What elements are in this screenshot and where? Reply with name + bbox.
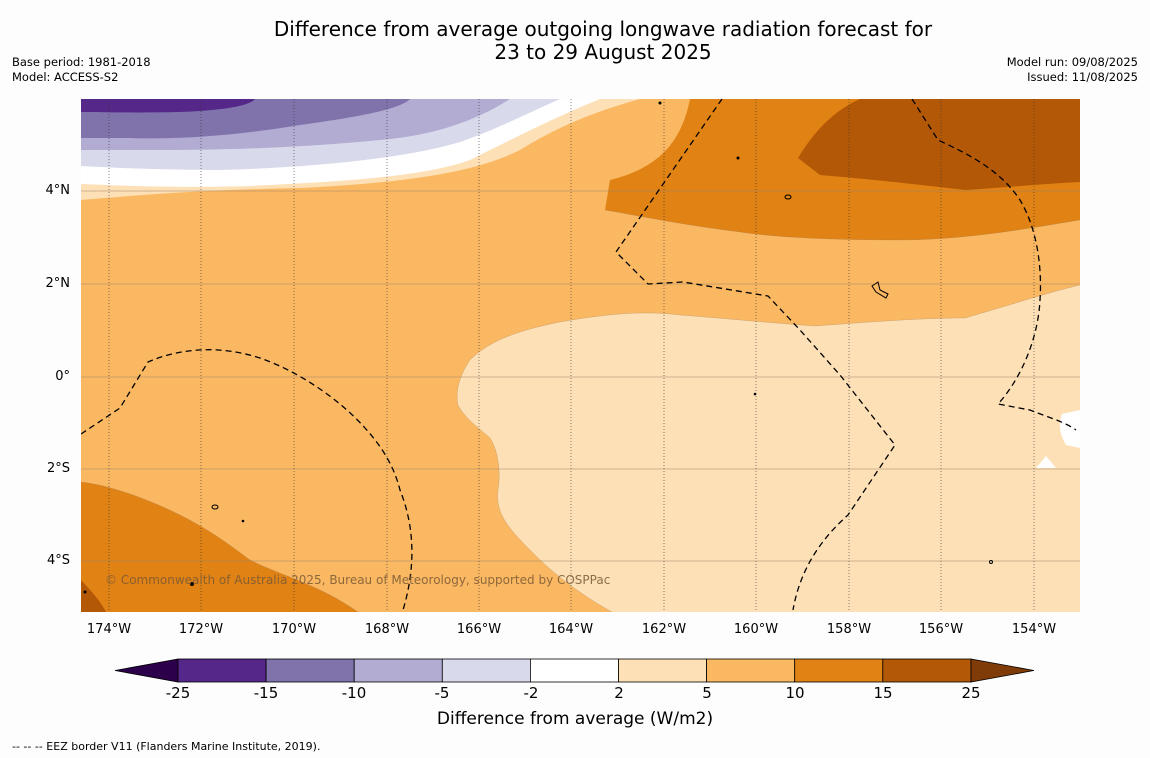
fill-white-patch-east xyxy=(1059,410,1080,448)
lon-label: 172°W xyxy=(178,622,224,637)
fill-15-to-25-northeast xyxy=(798,99,1080,190)
base-period: Base period: 1981-2018 xyxy=(12,55,151,69)
olr-anomaly-map xyxy=(81,99,1080,612)
lon-label: 170°W xyxy=(271,622,317,637)
colorbar-tick: 15 xyxy=(873,684,893,702)
issued-date: Issued: 11/08/2025 xyxy=(1027,70,1138,84)
lat-label: 2°S xyxy=(46,461,70,476)
eez-footnote: -- -- -- EEZ border V11 (Flanders Marine… xyxy=(12,740,321,753)
lat-label: 2°N xyxy=(45,276,71,291)
lon-label: 156°W xyxy=(918,622,964,637)
model-run: Model run: 09/08/2025 xyxy=(1006,55,1138,69)
fill-15-to-25-southwest xyxy=(81,580,106,612)
fill-minus25-to-minus15 xyxy=(81,99,255,113)
model-name: Model: ACCESS-S2 xyxy=(12,70,119,84)
title-line-1: Difference from average outgoing longwav… xyxy=(273,17,933,41)
islands xyxy=(83,101,993,594)
lon-label: 174°W xyxy=(86,622,132,637)
colorbar-tick: -15 xyxy=(253,684,279,702)
colorbar-tick: -5 xyxy=(434,684,450,702)
colorbar-tick: -2 xyxy=(523,684,539,702)
colorbar-label: Difference from average (W/m2) xyxy=(436,709,714,729)
colorbar-tick: 5 xyxy=(702,684,712,702)
colorbar-swatch xyxy=(530,658,619,683)
anomaly-fill-layer xyxy=(81,99,1080,612)
lat-label: 4°N xyxy=(45,183,71,198)
lon-label: 162°W xyxy=(641,622,687,637)
colorbar-swatch xyxy=(265,658,355,683)
chart-title: Difference from average outgoing longwav… xyxy=(0,18,1150,64)
copyright-notice: © Commonwealth of Australia 2025, Bureau… xyxy=(105,573,611,587)
lon-label: 164°W xyxy=(548,622,594,637)
meta-right: Model run: 09/08/2025 Issued: 11/08/2025 xyxy=(1007,55,1138,85)
eez-borders xyxy=(81,99,1077,611)
meta-left: Base period: 1981-2018 Model: ACCESS-S2 xyxy=(12,55,151,85)
colorbar-swatch xyxy=(177,658,267,683)
lon-label: 158°W xyxy=(826,622,872,637)
lat-label: 0° xyxy=(55,369,70,384)
fill-white-patch-south xyxy=(1036,456,1056,468)
colorbar-swatch xyxy=(706,658,796,683)
colorbar-swatch xyxy=(882,658,972,683)
latitude-gridlines xyxy=(81,190,1080,562)
colorbar-tick: -10 xyxy=(341,684,367,702)
lon-label: 168°W xyxy=(364,622,410,637)
fill-10-to-15-southwest xyxy=(81,482,358,612)
colorbar-tick: -25 xyxy=(165,684,191,702)
colorbar-swatch xyxy=(618,658,707,683)
colorbar-tick: 10 xyxy=(785,684,805,702)
lon-label: 166°W xyxy=(456,622,502,637)
colorbar-swatch xyxy=(353,658,443,683)
colorbar-tick: 2 xyxy=(614,684,624,702)
colorbar-swatch xyxy=(441,658,531,683)
title-line-2: 23 to 29 August 2025 xyxy=(494,40,712,64)
lon-label: 154°W xyxy=(1011,622,1057,637)
colorbar-swatch xyxy=(794,658,884,683)
lat-label: 4°S xyxy=(46,553,70,568)
colorbar-extend-high xyxy=(970,658,1035,683)
lon-label: 160°W xyxy=(733,622,779,637)
colorbar-extend-low xyxy=(114,658,179,683)
colorbar-tick: 25 xyxy=(961,684,981,702)
fill-2-to-5-central xyxy=(457,285,1080,612)
